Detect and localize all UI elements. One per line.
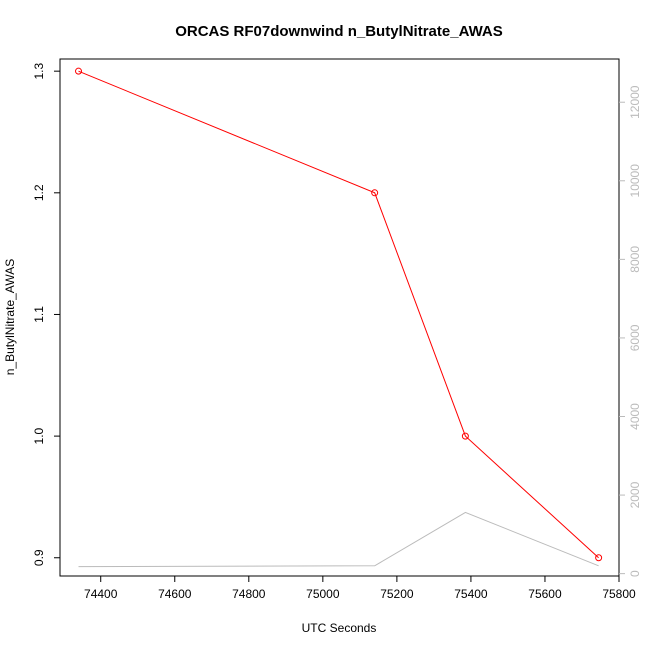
data-point [75, 67, 83, 75]
y-tick-label: 1.2 [32, 184, 46, 201]
y2-tick-label: 0 [628, 570, 642, 577]
x-tick-label: 74800 [232, 587, 266, 601]
data-point [595, 554, 603, 562]
x-tick-label: 74400 [84, 587, 118, 601]
y2-tick-label: 4000 [628, 403, 642, 430]
series-layer [75, 67, 603, 568]
y-tick-label: 0.9 [32, 549, 46, 566]
chart-title: ORCAS RF07downwind n_ButylNitrate_AWAS [175, 23, 503, 40]
x-tick-label: 74600 [158, 587, 192, 601]
y2-tick-label: 12000 [628, 85, 642, 119]
x-axis-label: UTC Seconds [302, 621, 377, 635]
y-axis: 0.9 1.0 1.1 1.2 1.3 [32, 63, 60, 566]
x-tick-label: 75600 [528, 587, 562, 601]
x-tick-label: 75200 [380, 587, 414, 601]
y2-tick-label: 8000 [628, 246, 642, 273]
y-tick-label: 1.3 [32, 63, 46, 80]
y-tick-label: 1.1 [32, 306, 46, 323]
secondary-series-line [78, 511, 599, 568]
y2-tick-label: 6000 [628, 324, 642, 351]
x-tick-label: 75400 [454, 587, 488, 601]
x-tick-label: 75800 [602, 587, 636, 601]
y2-axis-right: 0 2000 4000 6000 8000 10000 12000 [619, 85, 642, 577]
y-tick-label: 1.0 [32, 427, 46, 444]
y2-tick-label: 2000 [628, 481, 642, 508]
y-axis-label: n_ButylNitrate_AWAS [3, 259, 17, 376]
data-point [371, 189, 379, 197]
data-point [461, 432, 469, 440]
plot-frame [59, 58, 620, 577]
y2-tick-label: 10000 [628, 164, 642, 198]
x-tick-label: 75000 [306, 587, 340, 601]
x-axis: 74400 74600 74800 75000 75200 75400 75600 75800 [84, 576, 636, 601]
primary-series-line [78, 70, 599, 559]
